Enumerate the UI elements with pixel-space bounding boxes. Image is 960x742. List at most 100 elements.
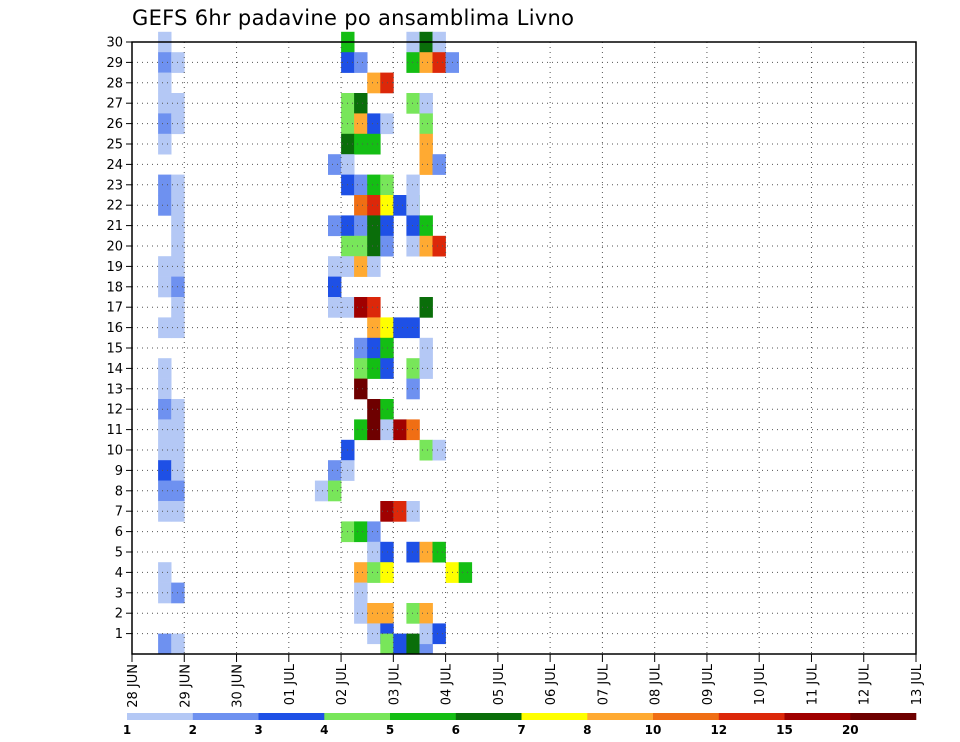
heatmap-cell: [328, 215, 342, 237]
heatmap-cell: [354, 52, 368, 73]
heatmap-cell: [432, 52, 446, 73]
heatmap-cell: [367, 419, 381, 441]
heatmap-cell: [354, 93, 368, 114]
heatmap-cell: [158, 399, 172, 420]
heatmap-cell: [393, 633, 407, 655]
heatmap-cell: [354, 215, 368, 237]
heatmap-cell: [158, 133, 172, 155]
heatmap-cell: [314, 480, 329, 502]
x-tick-label: 09 JUL: [701, 663, 716, 705]
legend-label: 12: [710, 723, 727, 737]
y-tick-label: 1: [115, 627, 123, 642]
y-tick-label: 30: [106, 36, 123, 51]
heatmap-cell: [354, 562, 368, 583]
heatmap-cell: [393, 419, 407, 441]
legend-label: 6: [452, 723, 460, 737]
heatmap-cell: [419, 93, 433, 114]
heatmap-cell: [419, 603, 433, 624]
heatmap-cell: [158, 480, 172, 502]
legend-swatch: [455, 713, 522, 720]
heatmap-cell: [354, 358, 368, 379]
x-tick-label: 13 JUL: [910, 663, 925, 705]
heatmap-cell: [406, 215, 420, 237]
heatmap-cell: [171, 633, 185, 655]
legend-label: 1: [123, 723, 131, 737]
y-tick-label: 28: [106, 76, 123, 91]
legend-label: 15: [776, 723, 793, 737]
heatmap-cell: [158, 633, 172, 655]
heatmap-cell: [158, 52, 172, 73]
heatmap-cell: [367, 399, 381, 420]
heatmap-cell: [354, 378, 368, 400]
y-tick-label: 5: [115, 546, 123, 561]
heatmap-cell: [158, 174, 172, 196]
heatmap-cell: [419, 133, 433, 155]
y-tick-label: 14: [106, 362, 123, 377]
y-tick-label: 15: [106, 342, 123, 357]
heatmap-cell: [432, 623, 446, 645]
legend-swatch: [127, 713, 193, 720]
heatmap-cell: [354, 603, 368, 624]
y-tick-label: 9: [115, 464, 123, 479]
heatmap-cell: [406, 378, 420, 400]
y-tick-label: 3: [115, 586, 123, 601]
heatmap-cell: [419, 297, 433, 318]
heatmap-cell: [419, 358, 433, 379]
heatmap-cell: [367, 623, 381, 645]
heatmap-cell: [158, 439, 172, 461]
heatmap-cell: [158, 460, 172, 481]
heatmap-cell: [354, 521, 368, 543]
y-tick-label: 20: [106, 240, 123, 255]
heatmap-cell: [419, 439, 433, 461]
heatmap-cell: [406, 358, 420, 379]
x-tick-label: 10 JUL: [753, 663, 768, 705]
y-tick-label: 19: [106, 260, 123, 275]
legend-swatch: [258, 713, 325, 720]
y-axis: 1234567891011121314151617181920212223242…: [106, 36, 132, 642]
x-tick-label: 03 JUL: [387, 663, 402, 705]
y-tick-label: 8: [115, 484, 123, 499]
heatmap-cell: [158, 276, 172, 298]
heatmap-cell: [158, 317, 172, 339]
colorbar-legend: 1 2 3 4 5 6 7 8 10 12 15 20: [123, 713, 917, 737]
heatmap-cell: [419, 215, 433, 237]
heatmap-cell: [406, 195, 420, 216]
heatmap-cell: [158, 256, 172, 277]
y-tick-label: 10: [106, 444, 123, 459]
heatmap-cell: [367, 337, 381, 359]
heatmap-cell: [158, 195, 172, 216]
heatmap-cell: [354, 419, 368, 441]
y-tick-label: 27: [106, 97, 123, 112]
heatmap-cell: [419, 623, 433, 645]
heatmap-cell: [328, 460, 342, 481]
heatmap-cell: [367, 562, 381, 583]
legend-swatch: [784, 713, 851, 720]
legend-label: 7: [517, 723, 525, 737]
legend-swatch: [850, 713, 917, 720]
heatmap-cell: [367, 195, 381, 216]
y-tick-label: 22: [106, 199, 123, 214]
legend-swatch: [718, 713, 785, 720]
y-tick-label: 21: [106, 219, 123, 234]
y-tick-label: 13: [106, 382, 123, 397]
heatmap-cell: [367, 133, 381, 155]
heatmap-cell: [432, 541, 446, 563]
heatmap-cell: [406, 633, 420, 655]
heatmap-cell: [328, 297, 342, 318]
x-tick-label: 02 JUL: [335, 663, 350, 705]
heatmap-cell: [367, 113, 381, 135]
heatmap-cell: [158, 93, 172, 114]
heatmap-cell: [354, 235, 368, 257]
legend-swatch: [390, 713, 456, 720]
heatmap-cell: [406, 174, 420, 196]
heatmap-cell: [419, 154, 433, 175]
heatmap-cell: [432, 439, 446, 461]
heatmap-cell: [367, 541, 381, 563]
heatmap-cell: [393, 501, 407, 522]
heatmap-cell: [419, 541, 433, 563]
legend-label: 5: [386, 723, 394, 737]
heatmap-cell: [367, 521, 381, 543]
legend-label: 10: [645, 723, 662, 737]
x-tick-label: 11 JUL: [805, 663, 820, 705]
